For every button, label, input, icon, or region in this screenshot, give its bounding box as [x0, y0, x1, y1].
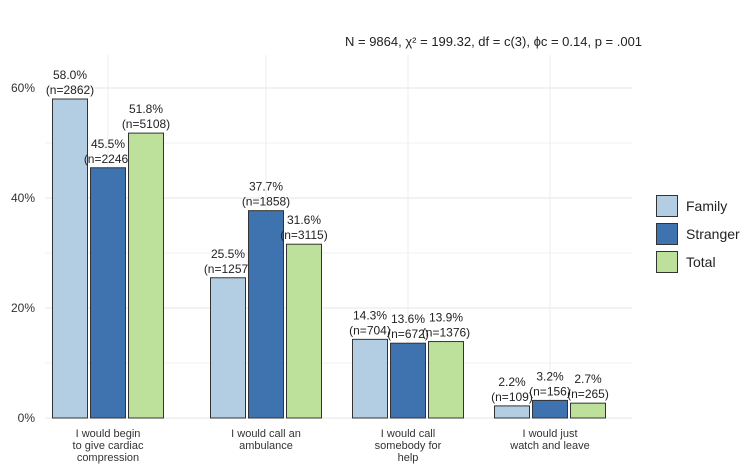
bar-count-label: (n=3115): [280, 228, 327, 242]
legend-label: Total: [686, 254, 716, 270]
bar-value-label: 2.7%: [574, 372, 602, 386]
y-tick-label: 20%: [11, 301, 35, 315]
bar-family: [352, 338, 388, 419]
x-category-label: watch and leave: [509, 440, 590, 452]
bar-stranger: [390, 342, 426, 419]
bar-stranger: [90, 167, 126, 419]
bar-value-label: 13.6%: [391, 312, 425, 326]
bar-value-label: 37.7%: [249, 180, 283, 194]
bar-count-label: (n=1257): [204, 262, 252, 276]
statistics-annotation: N = 9864, χ² = 199.32, df = c(3), ϕc = 0…: [345, 34, 643, 49]
y-tick-label: 40%: [11, 191, 35, 205]
bar-count-label: (n=1858): [242, 195, 290, 209]
bar-total: [428, 341, 464, 419]
bar-stranger: [248, 210, 284, 419]
legend-swatch: [656, 251, 678, 273]
bar-total: [128, 132, 164, 419]
legend-item-stranger: Stranger: [656, 222, 740, 246]
bar-value-label: 14.3%: [353, 308, 387, 322]
legend-label: Family: [686, 198, 728, 214]
y-tick-label: 60%: [11, 81, 35, 95]
legend-item-total: Total: [656, 250, 740, 274]
bar-value-label: 13.9%: [429, 311, 463, 325]
x-category-label: somebody for: [375, 440, 442, 452]
x-category-label: I would call: [381, 428, 435, 440]
legend-item-family: Family: [656, 194, 740, 218]
bar-count-label: (n=672): [387, 327, 429, 341]
legend: Family Stranger Total: [656, 194, 740, 278]
legend-swatch: [656, 223, 678, 245]
bar-count-label: (n=109): [491, 390, 533, 404]
x-category-label: help: [398, 452, 419, 464]
bar-count-label: (n=704): [349, 323, 391, 337]
bar-value-label: 25.5%: [211, 247, 245, 261]
legend-swatch: [656, 195, 678, 217]
bar-count-label: (n=2862): [46, 83, 94, 97]
x-category-label: compression: [77, 452, 139, 464]
bar-value-label: 31.6%: [287, 213, 321, 227]
x-category-label: to give cardiac: [73, 440, 144, 452]
bar-count-label: (n=2246): [84, 152, 132, 166]
bar-family: [494, 405, 530, 419]
bar-value-label: 45.5%: [91, 137, 125, 151]
bar-value-label: 3.2%: [536, 369, 564, 383]
bar-stranger: [532, 399, 568, 419]
bar-value-label: 2.2%: [498, 375, 526, 389]
bar-count-label: (n=1376): [422, 326, 470, 340]
bar-family: [52, 98, 88, 419]
x-category-label: ambulance: [239, 440, 293, 452]
x-category-label: I would call an: [231, 428, 301, 440]
legend-label: Stranger: [686, 226, 740, 242]
bar-total: [570, 402, 606, 419]
bar-total: [286, 243, 322, 419]
x-category-label: I would just: [522, 428, 577, 440]
bar-count-label: (n=5108): [122, 117, 170, 131]
bar-family: [210, 277, 246, 419]
x-category-label: I would begin: [76, 428, 141, 440]
y-tick-label: 0%: [18, 411, 36, 425]
bar-value-label: 51.8%: [129, 102, 163, 116]
bar-count-label: (n=156): [529, 384, 571, 398]
bar-count-label: (n=265): [567, 387, 609, 401]
bar-value-label: 58.0%: [53, 68, 87, 82]
